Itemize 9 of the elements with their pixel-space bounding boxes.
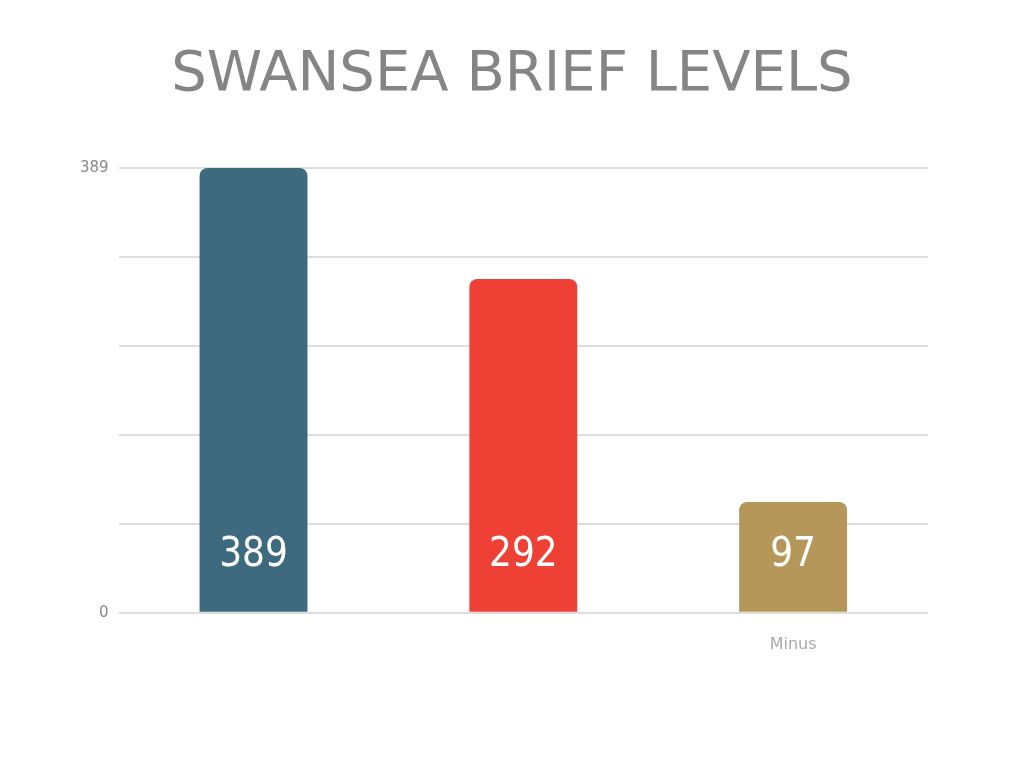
bar: [199, 168, 308, 612]
x-tick-label: Minus: [769, 633, 817, 653]
bar: [469, 278, 578, 612]
y-tick-label: 0: [99, 602, 109, 621]
chart-title: SWANSEA BRIEF LEVELS: [170, 38, 854, 105]
data-label: 97: [770, 529, 816, 576]
data-label: 389: [219, 529, 288, 576]
data-label: 292: [488, 529, 558, 576]
bar: [739, 501, 848, 612]
